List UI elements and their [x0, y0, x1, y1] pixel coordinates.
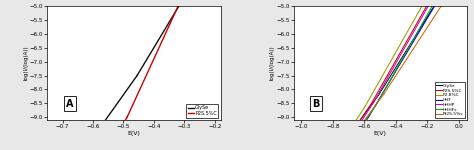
Line: HHHFs: HHHFs [301, 105, 376, 150]
Y-axis label: log(I/(log(A)): log(I/(log(A)) [24, 46, 28, 80]
HHF [345, 148, 351, 150]
P2.8%C [363, 105, 368, 107]
HHF [365, 116, 371, 118]
GlySe [134, 75, 140, 76]
Pt2S.5%s [356, 127, 361, 129]
HHHFs [374, 104, 379, 106]
P2S.5%C [121, 122, 127, 123]
GlySe [131, 80, 137, 81]
Line: GlySe: GlySe [47, 75, 137, 150]
Pt2S.5%s [381, 93, 387, 94]
P2S.5%C [339, 146, 345, 148]
P2.8%C [336, 147, 341, 148]
Y-axis label: log(I/(log(A)): log(I/(log(A)) [270, 46, 274, 80]
Line: P2S.5%C: P2S.5%C [301, 103, 372, 150]
Text: A: A [66, 99, 73, 109]
Line: P2.8%C: P2.8%C [301, 106, 365, 150]
Pt2S.5%s [378, 97, 383, 99]
P2S.5%C [366, 106, 372, 108]
X-axis label: E(V): E(V) [128, 130, 140, 136]
Pt2S.5%s [346, 140, 352, 142]
GlySe [352, 126, 357, 128]
Line: HHHP: HHHP [301, 102, 374, 150]
HHHP [349, 135, 355, 137]
GlySe [373, 98, 378, 100]
HHHP [340, 148, 346, 150]
P2S.5%C [124, 116, 130, 118]
Line: P2S.5%C: P2S.5%C [47, 117, 127, 150]
GlySe [376, 94, 382, 96]
GlySe [96, 128, 102, 130]
HHHP [371, 101, 377, 103]
Line: HHF: HHF [301, 117, 368, 150]
HHHP [368, 105, 374, 107]
Legend: GlySe, P2S.5%C: GlySe, P2S.5%C [186, 104, 219, 118]
P2S.5%C [369, 102, 374, 104]
Line: GlySe: GlySe [301, 95, 379, 150]
Text: B: B [312, 99, 320, 109]
HHHFs [350, 138, 356, 140]
Legend: GlySe, P2S.5%C, P2.8%C, HHF, HHHP, HHHFs, Pt2S.5%s: GlySe, P2S.5%C, P2.8%C, HHF, HHHP, HHHFs… [435, 82, 465, 118]
P2.8%C [360, 109, 365, 111]
P2S.5%C [347, 134, 353, 136]
X-axis label: E(V): E(V) [374, 130, 387, 136]
GlySe [343, 138, 349, 140]
P2.8%C [343, 135, 348, 137]
HHF [363, 120, 369, 122]
HHHFs [370, 108, 376, 110]
Line: Pt2S.5%s: Pt2S.5%s [301, 94, 384, 150]
GlySe [107, 114, 112, 116]
GlySe [82, 149, 87, 150]
